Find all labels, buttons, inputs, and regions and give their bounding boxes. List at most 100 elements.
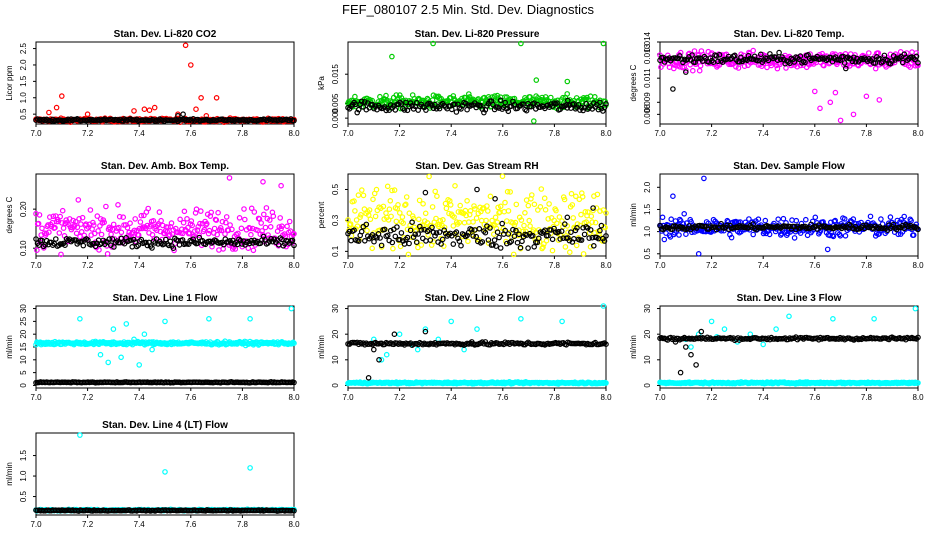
data-point-yellow [373, 186, 380, 193]
data-point-yellow [549, 247, 556, 254]
panel-title: Stan. Dev. Sample Flow [733, 161, 845, 172]
y-tick-label: 1.0 [19, 470, 28, 482]
data-point-magenta [78, 229, 85, 235]
data-point-black [497, 245, 504, 251]
data-point-black [505, 108, 512, 115]
data-point-magenta [131, 227, 138, 234]
data-point-magenta [58, 251, 64, 258]
data-point-magenta [60, 225, 67, 231]
data-point-magenta [46, 229, 52, 236]
panel-title: Stan. Dev. Gas Stream RH [415, 161, 538, 172]
y-tick-label: 10 [331, 355, 340, 364]
data-point-black [597, 99, 603, 106]
x-tick-label: 7.8 [861, 129, 873, 138]
x-tick-label: 7.2 [706, 261, 718, 270]
x-tick-label: 7.6 [809, 261, 821, 270]
data-point-yellow [545, 216, 552, 222]
data-point-magenta [90, 219, 96, 226]
data-point-magenta [34, 247, 40, 254]
x-tick-label: 7.8 [861, 393, 873, 402]
data-point-black [432, 233, 438, 239]
data-point-magenta [235, 230, 241, 237]
data-point-cyan [396, 331, 403, 338]
data-point-black [531, 244, 538, 250]
data-point-black [554, 100, 560, 106]
data-point-magenta [130, 234, 137, 240]
x-tick-label: 7.2 [82, 261, 94, 270]
data-point-red [198, 95, 204, 101]
data-point-green [542, 94, 549, 100]
data-point-yellow [399, 214, 406, 220]
data-point-magenta [227, 222, 233, 228]
data-point-yellow [433, 215, 439, 222]
y-tick-label: 10 [19, 355, 28, 364]
data-point-black [413, 99, 420, 106]
x-tick-label: 7.6 [497, 129, 509, 138]
data-point-yellow [360, 192, 367, 199]
data-point-blue [841, 216, 848, 222]
data-point-magenta [827, 99, 834, 106]
data-point-magenta [219, 218, 226, 225]
data-point-magenta [286, 218, 293, 225]
data-point-magenta [115, 202, 121, 208]
data-point-cyan [383, 351, 390, 358]
data-point-yellow [494, 219, 501, 226]
data-point-cyan [291, 340, 297, 347]
data-point-green [533, 77, 540, 83]
data-point-yellow [599, 238, 606, 244]
y-tick-label: 0.5 [643, 248, 652, 260]
data-point-magenta [850, 111, 857, 118]
data-point-black [564, 105, 571, 111]
data-point-black [397, 236, 403, 243]
x-tick-label: 7.0 [654, 393, 666, 402]
y-tick-label: 0.009 [643, 92, 652, 113]
x-tick-label: 7.6 [809, 393, 821, 402]
data-point-yellow [397, 243, 404, 250]
data-point-cyan [77, 432, 83, 438]
data-point-black [517, 244, 524, 251]
data-point-magenta [232, 246, 239, 252]
data-point-green [430, 92, 437, 99]
data-point-yellow [572, 225, 578, 231]
data-point-magenta [251, 209, 258, 215]
panel-title: Stan. Dev. Line 4 (LT) Flow [102, 420, 228, 431]
data-point-yellow [553, 220, 560, 227]
data-point-cyan [603, 380, 609, 386]
data-point-black [391, 331, 398, 338]
data-point-cyan [105, 359, 112, 366]
data-point-black [438, 241, 444, 247]
data-point-cyan [474, 326, 480, 332]
data-point-green [389, 53, 395, 60]
y-axis-label: kPa [317, 76, 326, 90]
data-point-magenta [196, 232, 202, 239]
data-point-black [418, 227, 425, 233]
data-point-black [575, 102, 582, 108]
data-point-red [84, 111, 91, 118]
y-tick-label: 30 [331, 304, 340, 313]
data-point-magenta [284, 223, 290, 230]
data-point-yellow [456, 219, 463, 226]
data-point-green [352, 93, 358, 100]
data-point-black [508, 238, 515, 245]
data-point-magenta [768, 62, 775, 69]
y-tick-label: 0.5 [19, 490, 28, 502]
data-point-magenta [59, 220, 65, 226]
data-point-yellow [573, 242, 580, 249]
data-point-black [289, 237, 296, 244]
y-tick-label: 0.20 [19, 201, 28, 217]
data-point-yellow [470, 219, 476, 225]
data-point-blue [837, 233, 844, 239]
data-point-black [516, 231, 522, 238]
x-tick-label: 7.8 [549, 261, 561, 270]
data-point-black [448, 106, 455, 113]
data-point-magenta [783, 65, 789, 71]
y-tick-label: 1.0 [643, 226, 652, 238]
data-point-black [513, 227, 519, 234]
data-point-black [523, 107, 530, 114]
data-point-black [581, 231, 588, 238]
data-point-yellow [372, 213, 379, 220]
x-tick-label: 7.2 [394, 393, 406, 402]
data-point-green [564, 78, 571, 85]
data-point-black [736, 59, 743, 65]
